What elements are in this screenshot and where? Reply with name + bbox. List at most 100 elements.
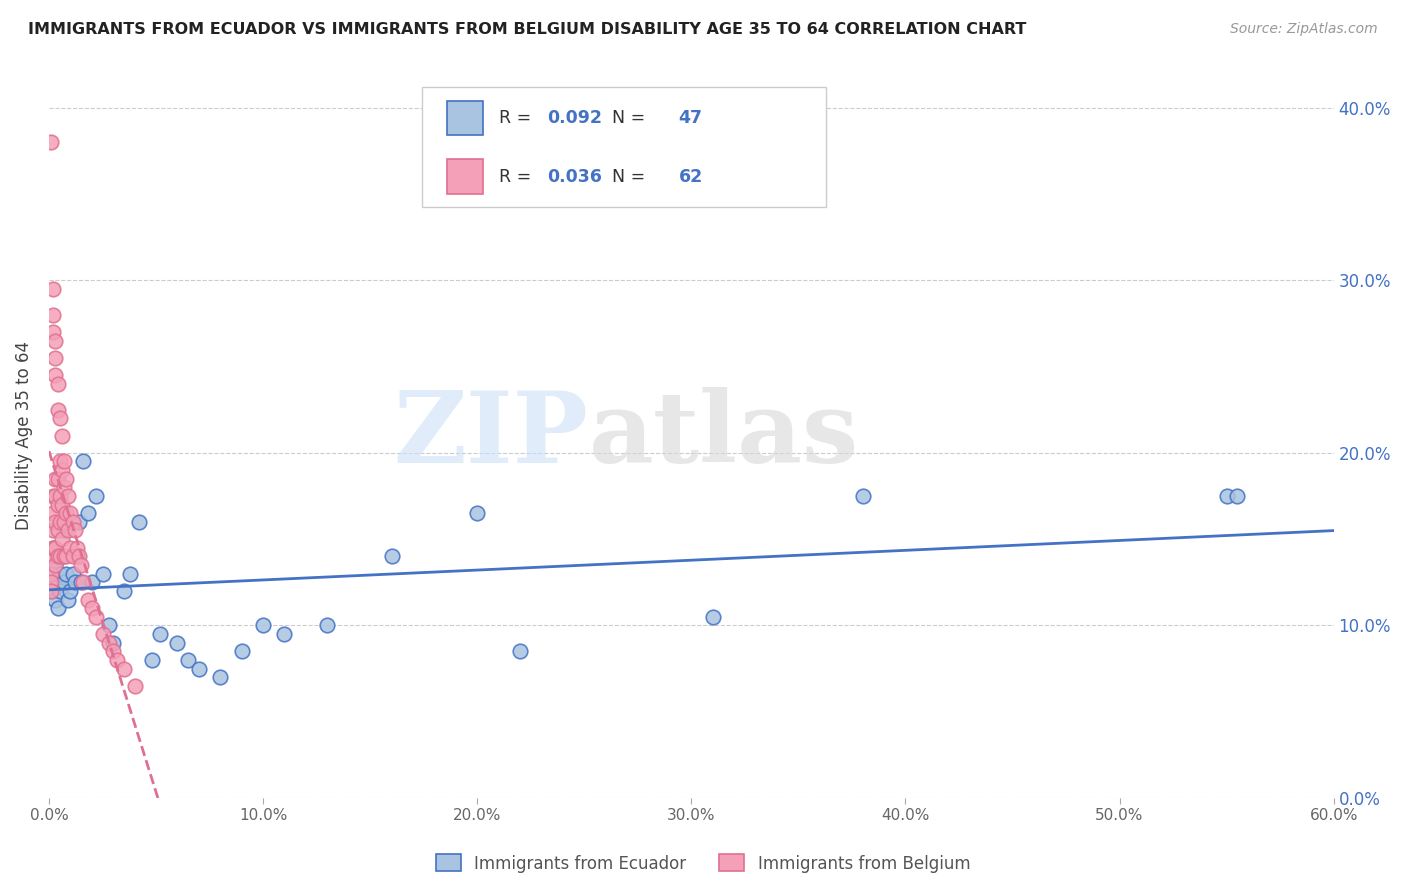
Point (52, 454, 75, 468)
Point (39, 583, 62, 598)
Point (112, 583, 135, 598)
Point (42, 308, 65, 322)
Point (58, 524, 80, 538)
Text: IMMIGRANTS FROM ECUADOR VS IMMIGRANTS FROM BELGIUM DISABILITY AGE 35 TO 64 CORRE: IMMIGRANTS FROM ECUADOR VS IMMIGRANTS FR… (28, 22, 1026, 37)
Point (48, 583, 70, 598)
Point (44, 541, 66, 555)
Point (52, 524, 75, 538)
Point (51, 532, 73, 546)
Point (44, 558, 66, 572)
Point (39, 566, 62, 581)
Point (48, 489, 70, 503)
Point (80, 601, 103, 615)
Point (59, 541, 82, 555)
Point (70, 558, 93, 572)
Point (44, 558, 66, 572)
Point (55, 566, 77, 581)
Point (316, 618, 339, 632)
Point (46, 549, 69, 564)
Point (55, 472, 77, 486)
Point (149, 627, 172, 641)
Point (44, 472, 66, 486)
Point (66, 549, 89, 564)
Point (509, 644, 531, 658)
Point (58, 592, 80, 607)
Point (1215, 489, 1237, 503)
Point (66, 541, 89, 555)
Text: N =: N = (602, 168, 651, 186)
Point (42, 583, 65, 598)
Point (103, 636, 125, 650)
Point (51, 463, 73, 477)
FancyBboxPatch shape (447, 160, 484, 194)
Text: atlas: atlas (589, 387, 859, 484)
Point (39, 566, 62, 581)
Point (44, 489, 66, 503)
Point (252, 618, 274, 632)
Point (42, 541, 65, 555)
Point (67, 515, 90, 529)
Point (1226, 489, 1249, 503)
Point (48, 454, 70, 468)
Point (120, 566, 142, 581)
Point (62, 515, 84, 529)
Point (44, 592, 66, 607)
Point (48, 549, 70, 564)
Point (91, 627, 114, 641)
Point (51, 498, 73, 512)
Point (124, 679, 146, 693)
Point (91, 566, 114, 581)
Point (42, 325, 65, 339)
Point (51, 428, 73, 442)
Point (380, 549, 402, 564)
Point (48, 411, 70, 425)
FancyBboxPatch shape (422, 87, 827, 207)
Point (112, 662, 135, 676)
Text: 62: 62 (679, 168, 703, 186)
Point (59, 506, 82, 520)
Point (80, 575, 103, 590)
Point (44, 515, 66, 529)
Point (59, 583, 82, 598)
Point (70, 575, 93, 590)
Point (231, 644, 253, 658)
Point (39, 575, 62, 590)
Point (76, 592, 98, 607)
Point (52, 549, 75, 564)
Point (42, 524, 65, 538)
Y-axis label: Disability Age 35 to 64: Disability Age 35 to 64 (15, 341, 32, 530)
Legend: Immigrants from Ecuador, Immigrants from Belgium: Immigrants from Ecuador, Immigrants from… (429, 847, 977, 880)
Text: N =: N = (602, 109, 651, 127)
Point (46, 575, 69, 590)
Text: R =: R = (499, 109, 536, 127)
Point (42, 506, 65, 520)
Point (852, 489, 875, 503)
Point (52, 515, 75, 529)
Text: 0.036: 0.036 (547, 168, 602, 186)
Point (46, 402, 69, 417)
Point (72, 454, 94, 468)
Point (44, 351, 66, 365)
Point (51, 549, 73, 564)
Point (46, 498, 69, 512)
Point (46, 601, 69, 615)
Point (55, 549, 77, 564)
Point (63, 524, 86, 538)
Point (273, 627, 295, 641)
Point (48, 515, 70, 529)
FancyBboxPatch shape (447, 101, 484, 136)
Point (42, 282, 65, 296)
Point (166, 636, 188, 650)
Text: Source: ZipAtlas.com: Source: ZipAtlas.com (1230, 22, 1378, 37)
Point (58, 489, 80, 503)
Point (39, 135, 62, 149)
Point (84, 609, 107, 624)
Point (72, 575, 94, 590)
Point (48, 566, 70, 581)
Point (55, 506, 77, 520)
Point (63, 575, 86, 590)
Point (128, 515, 150, 529)
Text: 47: 47 (679, 109, 703, 127)
Point (44, 334, 66, 348)
Text: ZIP: ZIP (394, 387, 589, 484)
